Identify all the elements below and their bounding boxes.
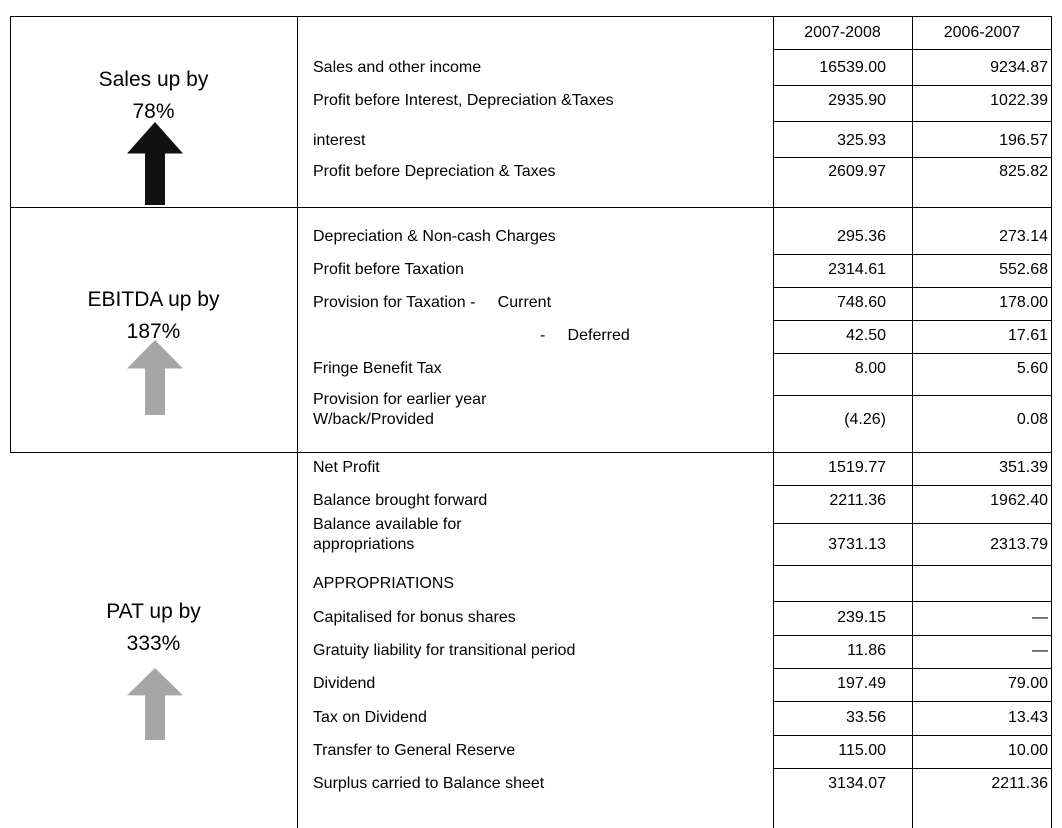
value-previous: 273.14: [999, 228, 1048, 245]
value-current: 295.36: [837, 228, 886, 245]
value-previous: 0.08: [1016, 411, 1048, 428]
value-previous: 10.00: [1007, 742, 1048, 759]
value-current: 42.50: [845, 327, 886, 344]
rule: [773, 565, 1052, 566]
row-label: Depreciation & Non-cash Charges: [313, 228, 556, 245]
header-current: 2007-2008: [804, 24, 881, 41]
value-previous: 2211.36: [991, 775, 1048, 792]
row-label: Fringe Benefit Tax: [313, 360, 442, 377]
row-label: APPROPRIATIONS: [313, 575, 455, 592]
value-current: 239.15: [837, 609, 886, 626]
rule: [1051, 16, 1052, 828]
rule: [773, 635, 1052, 636]
value-current: 2609.97: [828, 163, 886, 180]
value-current: 2211.36: [829, 492, 886, 509]
value-current: 33.56: [845, 709, 886, 726]
row-label: appropriations: [313, 536, 415, 553]
arrow-icon: [127, 122, 183, 205]
section-label: 78%: [132, 100, 175, 123]
row-label: Tax on Dividend: [313, 709, 427, 726]
rule: [773, 287, 1052, 288]
value-previous: 178.00: [999, 294, 1048, 311]
value-previous: 196.57: [999, 132, 1048, 149]
row-label: Provision for earlier year: [313, 391, 487, 408]
value-previous: 13.43: [1007, 709, 1048, 726]
value-current: (4.26): [844, 411, 886, 428]
value-previous: 351.39: [999, 459, 1048, 476]
row-label: interest: [313, 132, 366, 149]
rule: [773, 320, 1052, 321]
value-current: 1519.77: [828, 459, 886, 476]
rule: [297, 16, 298, 828]
header-previous: 2006-2007: [943, 24, 1021, 41]
rule: [773, 254, 1052, 255]
row-label: Dividend: [313, 675, 376, 692]
section-label: EBITDA up by: [87, 288, 220, 311]
row-label: Transfer to General Reserve: [313, 742, 516, 759]
value-previous: —: [1032, 609, 1048, 626]
rule: [773, 157, 1052, 158]
arrow-icon: [127, 340, 183, 415]
rule: [773, 353, 1052, 354]
value-previous: 552.68: [999, 261, 1048, 278]
rule: [912, 16, 913, 828]
value-previous: 1022.39: [990, 92, 1048, 109]
rule: [773, 485, 1052, 486]
value-previous: 1962.40: [990, 492, 1048, 509]
value-previous: —: [1032, 642, 1048, 659]
row-label: Sales and other income: [313, 59, 482, 76]
arrow-icon: [127, 668, 183, 740]
value-previous: 17.61: [1007, 327, 1048, 344]
row-label: Balance brought forward: [313, 492, 488, 509]
section-label: Sales up by: [98, 68, 209, 91]
rule: [773, 85, 1052, 86]
row-label: Balance available for: [313, 516, 462, 533]
row-label: Net Profit: [313, 459, 380, 476]
section-label: 187%: [126, 320, 181, 343]
section-label: 333%: [126, 632, 181, 655]
value-previous: 825.82: [999, 163, 1048, 180]
value-current: 16539.00: [819, 59, 886, 76]
rule: [773, 121, 1052, 122]
value-current: 748.60: [837, 294, 886, 311]
rule: [10, 452, 1052, 453]
rule: [773, 395, 1052, 396]
rule: [773, 735, 1052, 736]
row-label: Surplus carried to Balance sheet: [313, 775, 545, 792]
value-previous: 2313.79: [990, 536, 1048, 553]
value-previous: 5.60: [1016, 360, 1048, 377]
rule: [10, 207, 1052, 208]
value-current: 325.93: [837, 132, 886, 149]
row-label: Gratuity liability for transitional peri…: [313, 642, 576, 659]
rule: [10, 16, 1052, 17]
rule: [773, 668, 1052, 669]
rule: [773, 701, 1052, 702]
value-current: 197.49: [837, 675, 886, 692]
value-current: 11.86: [847, 642, 886, 659]
value-current: 3731.13: [828, 536, 886, 553]
row-label: Profit before Taxation: [313, 261, 464, 278]
row-label: Profit before Interest, Depreciation &Ta…: [313, 92, 614, 109]
value-current: 2935.90: [828, 92, 886, 109]
rule: [773, 768, 1052, 769]
row-label: - Deferred: [540, 327, 630, 344]
rule: [773, 601, 1052, 602]
value-previous: 79.00: [1007, 675, 1048, 692]
section-label: PAT up by: [106, 600, 201, 623]
value-previous: 9234.87: [990, 59, 1048, 76]
rule: [10, 16, 11, 452]
rule: [773, 523, 1052, 524]
value-current: 8.00: [854, 360, 886, 377]
rule: [773, 16, 774, 828]
value-current: 115.00: [838, 742, 886, 759]
row-label: Capitalised for bonus shares: [313, 609, 516, 626]
value-current: 3134.07: [828, 775, 886, 792]
row-label: Profit before Depreciation & Taxes: [313, 163, 556, 180]
row-label: Provision for Taxation - Current: [313, 294, 552, 311]
value-current: 2314.61: [828, 261, 886, 278]
row-label: W/back/Provided: [313, 411, 434, 428]
